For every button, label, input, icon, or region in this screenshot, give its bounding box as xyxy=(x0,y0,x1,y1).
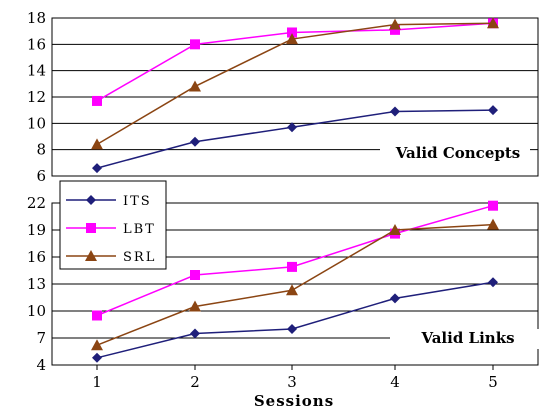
legend-label-srl: SRL xyxy=(123,250,156,265)
valid-links-point-its xyxy=(390,293,400,304)
x-tick-label: 3 xyxy=(287,373,297,391)
valid-concepts-point-lbt xyxy=(390,24,400,35)
valid-concepts-point-srl xyxy=(389,18,401,30)
legend-marker-lbt xyxy=(86,223,96,233)
legend-box xyxy=(59,180,167,270)
valid-links-point-srl xyxy=(286,284,298,296)
valid-concepts-point-srl xyxy=(487,17,499,29)
legend: ITS LBT SRL xyxy=(59,180,167,270)
valid-concepts-title: Valid Concepts xyxy=(395,144,520,162)
x-axis: 1 2 3 4 5 Sessions xyxy=(92,365,498,410)
valid-concepts-point-srl xyxy=(91,138,103,150)
x-tick-label: 4 xyxy=(390,373,400,391)
valid-concepts-y-tick-label: 10 xyxy=(27,114,46,132)
valid-links-point-lbt xyxy=(190,270,200,280)
valid-concepts-point-lbt xyxy=(287,27,297,38)
valid-concepts-y-tick-label: 6 xyxy=(36,167,46,185)
valid-links-y-tick-label: 7 xyxy=(36,329,46,347)
valid-concepts-y-tick-label: 14 xyxy=(27,62,46,80)
valid-links-y-tick-label: 22 xyxy=(27,194,46,212)
valid-concepts-point-lbt xyxy=(190,39,200,50)
valid-links-y-tick-label: 13 xyxy=(27,275,46,293)
valid-links-point-its xyxy=(92,352,102,363)
valid-links-y-tick-label: 16 xyxy=(27,248,46,266)
x-axis-label: Sessions xyxy=(254,392,334,410)
valid-links-point-srl xyxy=(91,339,103,351)
valid-links-y-tick-label: 10 xyxy=(27,302,46,320)
legend-marker-srl xyxy=(85,250,97,261)
valid-concepts-y-tick-label: 16 xyxy=(27,35,46,53)
valid-links-y-tick-label: 19 xyxy=(27,221,46,239)
valid-links-point-srl xyxy=(389,224,401,235)
valid-links-point-lbt xyxy=(488,200,498,211)
valid-links-plot-frame xyxy=(51,202,539,366)
valid-links-point-lbt xyxy=(92,310,102,321)
valid-concepts-plot-frame xyxy=(51,17,539,177)
valid-links-point-its xyxy=(287,324,297,334)
valid-links-title-background xyxy=(390,329,540,349)
valid-links-y-tick-label: 4 xyxy=(36,356,46,374)
valid-concepts-panel: 6 8 10 12 14 16 18 Valid Concepts xyxy=(27,9,539,185)
valid-concepts-point-its xyxy=(92,163,102,174)
valid-concepts-point-lbt xyxy=(92,95,102,106)
valid-concepts-title-background xyxy=(380,144,530,164)
legend-marker-its xyxy=(86,195,96,205)
valid-links-point-its xyxy=(190,328,200,339)
valid-concepts-point-its xyxy=(488,105,498,116)
legend-label-lbt: LBT xyxy=(123,222,156,237)
valid-links-point-srl xyxy=(487,218,499,230)
legend-label-its: ITS xyxy=(123,194,152,209)
valid-concepts-point-srl xyxy=(189,80,201,92)
valid-concepts-point-its xyxy=(390,106,400,117)
valid-concepts-point-its xyxy=(190,136,200,147)
x-tick-label: 2 xyxy=(190,373,200,391)
x-tick-label: 1 xyxy=(92,373,102,391)
valid-links-point-srl xyxy=(189,300,201,312)
valid-links-point-its xyxy=(488,277,498,288)
valid-concepts-point-srl xyxy=(286,33,298,45)
valid-links-title: Valid Links xyxy=(420,329,514,347)
valid-concepts-y-tick-label: 12 xyxy=(27,88,46,106)
valid-concepts-point-its xyxy=(287,122,297,133)
valid-concepts-y-tick-label: 18 xyxy=(27,9,46,27)
x-tick-label: 5 xyxy=(488,373,498,391)
valid-links-point-lbt xyxy=(287,261,297,272)
valid-concepts-y-tick-label: 8 xyxy=(36,141,46,159)
